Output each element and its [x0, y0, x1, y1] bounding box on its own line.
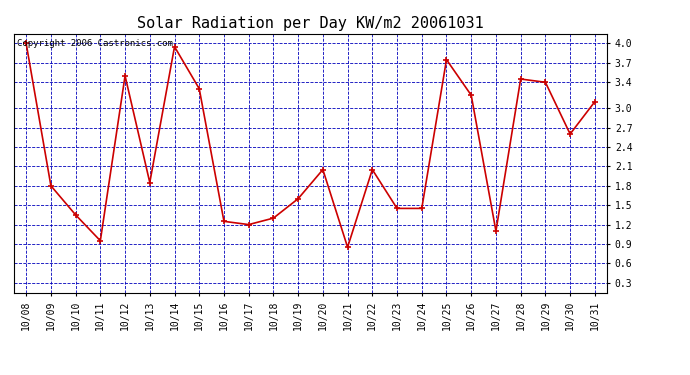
Title: Solar Radiation per Day KW/m2 20061031: Solar Radiation per Day KW/m2 20061031: [137, 16, 484, 31]
Text: Copyright 2006 Castronics.com: Copyright 2006 Castronics.com: [17, 39, 172, 48]
